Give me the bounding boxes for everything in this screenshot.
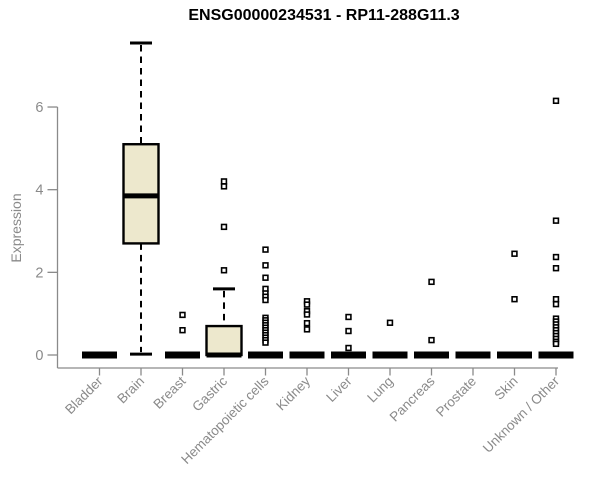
outlier-point xyxy=(303,301,311,308)
x-tick-label: Skin xyxy=(491,374,520,403)
median-bar-kidney xyxy=(289,351,325,359)
outlier-point xyxy=(220,178,228,185)
y-tick-label: 4 xyxy=(35,183,43,199)
median-bar-liver xyxy=(331,351,366,359)
x-tick-label: Breast xyxy=(150,373,188,411)
median-bar-hematopoietic-cells xyxy=(248,351,283,359)
x-tick-label: Unknown / Other xyxy=(480,373,563,456)
outlier-point xyxy=(303,311,311,318)
outlier-point xyxy=(262,339,269,346)
outlier-point xyxy=(262,296,269,304)
median-bar-breast xyxy=(165,351,200,359)
median-bar-brain xyxy=(123,193,159,199)
x-tick-label: Lung xyxy=(364,374,396,406)
outlier-point xyxy=(179,311,186,319)
outlier-point xyxy=(220,223,228,231)
outlier-point xyxy=(386,319,394,326)
outlier-point xyxy=(428,278,435,286)
outlier-point xyxy=(262,274,269,281)
outlier-point xyxy=(552,253,560,261)
outlier-point xyxy=(552,97,560,105)
y-tick-label: 6 xyxy=(35,100,43,116)
y-tick-label: 2 xyxy=(35,265,43,281)
x-tick-label: Pancreas xyxy=(387,373,438,424)
outlier-point xyxy=(220,183,228,190)
outlier-point xyxy=(262,262,269,269)
median-bar-unknown-other xyxy=(538,351,574,359)
outlier-point xyxy=(220,267,228,274)
x-tick-label: Liver xyxy=(323,373,355,405)
outlier-point xyxy=(552,300,560,308)
outlier-point xyxy=(552,340,560,348)
outlier-point xyxy=(552,265,560,272)
outlier-point xyxy=(303,319,311,327)
outlier-point xyxy=(345,344,352,352)
median-bar-gastric xyxy=(206,352,242,358)
x-tick-label: Bladder xyxy=(62,373,106,417)
outlier-point xyxy=(303,326,311,333)
median-bar-prostate xyxy=(455,351,491,359)
box-gastric xyxy=(205,324,243,357)
outlier-point xyxy=(345,327,352,335)
x-tick-label: Prostate xyxy=(433,374,479,420)
x-tick-label: Gastric xyxy=(189,373,230,414)
median-bar-skin xyxy=(497,351,532,359)
outlier-point xyxy=(262,246,269,253)
outlier-point xyxy=(552,217,560,224)
outlier-point xyxy=(428,336,435,344)
median-bar-lung xyxy=(372,351,408,359)
y-axis-label: Expression xyxy=(8,193,24,263)
outlier-point xyxy=(179,327,186,334)
outlier-point xyxy=(345,313,352,321)
outlier-point xyxy=(511,250,518,257)
outlier-point xyxy=(552,296,560,303)
outlier-point xyxy=(511,296,518,303)
median-bar-bladder xyxy=(82,351,117,359)
x-tick-label: Brain xyxy=(114,374,147,407)
median-bar-pancreas xyxy=(414,351,449,359)
chart-title: ENSG00000234531 - RP11-288G11.3 xyxy=(188,7,460,24)
y-tick-label: 0 xyxy=(35,348,43,364)
x-tick-label: Kidney xyxy=(273,373,313,413)
